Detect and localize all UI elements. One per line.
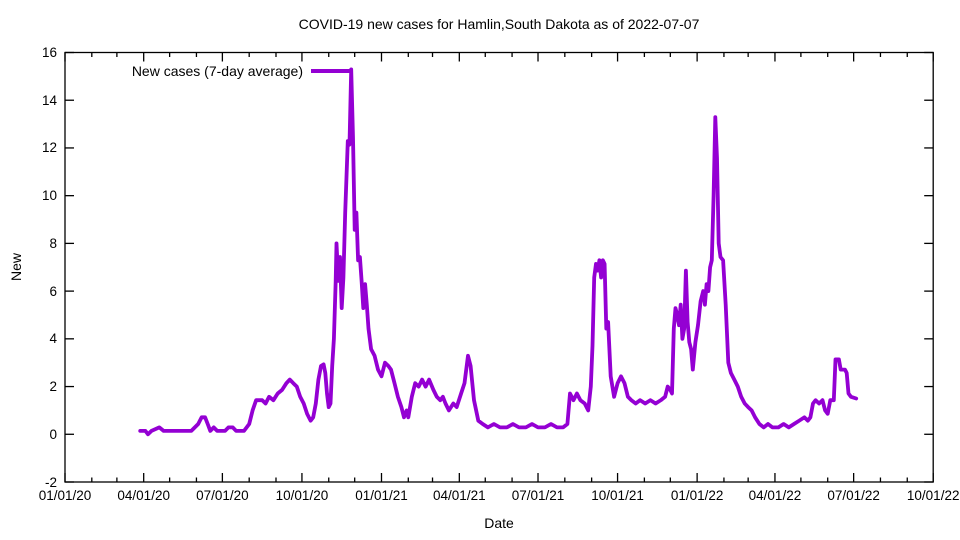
y-tick-label: 4 <box>49 331 57 347</box>
y-tick-label: -2 <box>44 474 57 490</box>
x-tick-label: 07/01/20 <box>196 488 249 503</box>
data-line-new-cases <box>138 67 859 437</box>
x-tick-label: 01/01/22 <box>670 488 724 503</box>
legend-label: New cases (7-day average) <box>131 63 303 79</box>
legend: New cases (7-day average) <box>65 62 353 80</box>
x-tick-label: 04/01/22 <box>748 488 802 503</box>
y-tick-label: 16 <box>41 45 57 60</box>
y-tick-label: 0 <box>49 426 57 442</box>
x-tick-label: 10/01/22 <box>906 488 960 503</box>
x-tick-label: 07/01/21 <box>511 488 565 503</box>
x-tick-label: 01/01/20 <box>38 488 92 503</box>
y-tick-label: 6 <box>49 283 57 299</box>
y-tick-label: 8 <box>49 235 57 251</box>
y-tick-label: 10 <box>41 188 57 204</box>
x-tick-label: 01/01/21 <box>355 488 408 503</box>
x-axis-title: Date <box>484 515 514 531</box>
x-tick-label: 04/01/21 <box>433 488 486 503</box>
y-tick-label: 14 <box>41 92 57 108</box>
x-tick-label: 04/01/20 <box>117 488 170 503</box>
chart-title: COVID-19 new cases for Hamlin,South Dako… <box>298 16 700 32</box>
x-tick-label: 07/01/22 <box>827 488 880 503</box>
y-tick-label: 2 <box>49 379 57 395</box>
x-tick-label: 10/01/21 <box>591 488 644 503</box>
x-tick-label: 10/01/20 <box>275 488 329 503</box>
y-tick-label: 12 <box>41 140 57 156</box>
legend-line-sample <box>311 69 353 73</box>
